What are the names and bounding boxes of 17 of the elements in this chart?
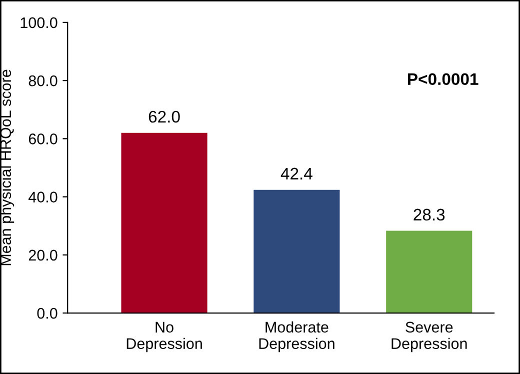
y-axis-title: Mean physicial HRQoL score bbox=[0, 70, 14, 266]
data-label: 28.3 bbox=[414, 208, 445, 221]
y-tick-label: 40.0 bbox=[28, 192, 58, 202]
y-tick-label: 0.0 bbox=[37, 308, 58, 319]
x-tick-label: No Depression bbox=[126, 322, 202, 352]
y-tick-label: 80.0 bbox=[28, 75, 58, 86]
data-label: 62.0 bbox=[148, 110, 180, 123]
y-tick-label: 100.0 bbox=[20, 17, 58, 28]
bar bbox=[254, 190, 340, 314]
bar bbox=[121, 132, 208, 314]
bar bbox=[386, 230, 472, 314]
data-label: 42.4 bbox=[280, 168, 312, 180]
x-tick-label: Moderate Depression bbox=[259, 321, 334, 352]
y-tick-label: 20.0 bbox=[28, 250, 58, 261]
annotation: P<0.0001 bbox=[408, 73, 478, 86]
x-tick-label: Severe Depression bbox=[392, 322, 467, 352]
y-tick-label: 60.0 bbox=[28, 134, 58, 144]
